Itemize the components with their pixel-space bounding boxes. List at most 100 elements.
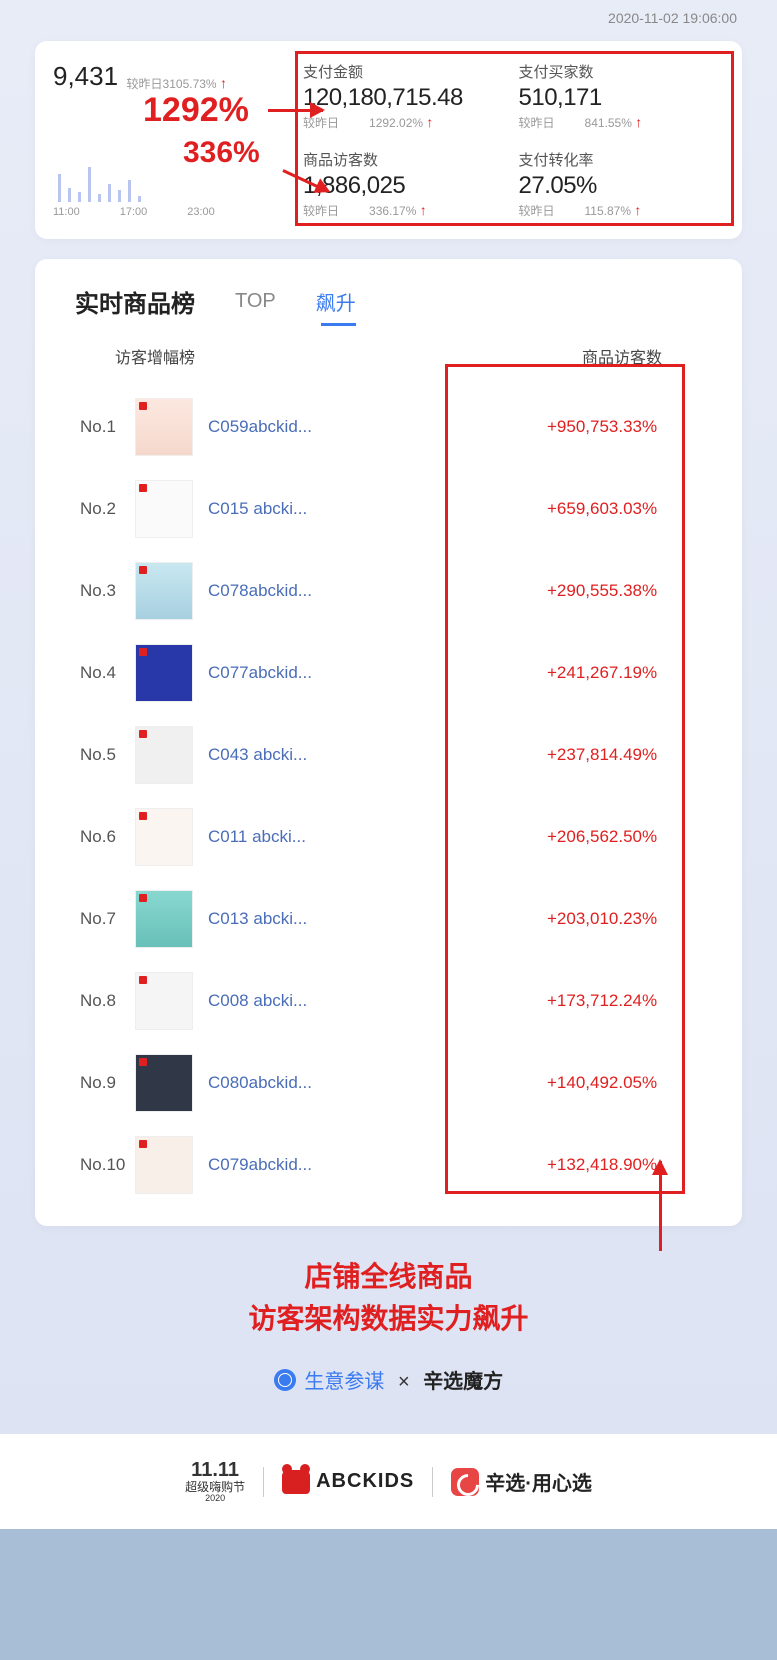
metric-value: 120,180,715.48 [303,84,509,112]
abckids-logo: ABCKIDS [282,1470,414,1494]
product-name: C011 abcki... [208,827,522,847]
metric-compare: 较昨日841.55% ↑ [519,114,725,131]
stats-card: 9,431 较昨日3105.73% ↑ 1292% 336% 11:0017:0… [35,41,742,239]
bar [128,180,131,202]
rank-percent: +203,010.23% [522,909,722,929]
callout-336: 336% [183,136,260,170]
bottom-callout: 店铺全线商品 访客架构数据实力飙升 [35,1256,742,1340]
ranking-list: No.1C059abckid...+950,753.33%No.2C015 ab… [55,386,722,1206]
xin-icon [451,1468,479,1496]
product-thumb [135,644,193,702]
callout-1292: 1292% [143,91,249,130]
product-thumb [135,890,193,948]
timestamp: 2020-11-02 19:06:00 [35,0,742,41]
bar [98,194,101,202]
metric-label: 支付买家数 [519,61,725,82]
bar [58,174,61,202]
product-thumb [135,1136,193,1194]
rank-row[interactable]: No.7C013 abcki...+203,010.23% [55,878,722,960]
rank-number: No.5 [55,745,135,765]
product-thumb [135,562,193,620]
product-thumb [135,480,193,538]
product-thumb [135,726,193,784]
col-header-left: 访客增幅榜 [115,344,195,368]
rank-row[interactable]: No.4 C077abckid...+241,267.19% [55,632,722,714]
dashboard-container: 2020-11-02 19:06:00 9,431 较昨日3105.73% ↑ … [0,0,777,1434]
footer-brand-1: 生意参谋 [304,1371,384,1393]
metric-label: 支付转化率 [519,149,725,170]
xinxuan-logo: 辛选·用心选 [451,1467,592,1496]
product-thumb [135,808,193,866]
rank-percent: +140,492.05% [522,1073,722,1093]
rank-number: No.4 [55,663,135,683]
ranking-card: 实时商品榜 TOP 飙升 访客增幅榜 商品访客数 No.1 C059abckid.… [35,259,742,1226]
left-stat-block: 9,431 较昨日3105.73% ↑ 1292% 336% 11:0017:0… [53,61,303,219]
product-thumb [135,972,193,1030]
footer-brand-2: 辛选魔方 [423,1371,503,1393]
rank-percent: +237,814.49% [522,745,722,765]
tab-top[interactable]: TOP [235,290,276,313]
metric-compare: 较昨日115.87% ↑ [519,202,725,219]
product-name: C079abckid... [208,1155,522,1175]
metrics-grid: 支付金额120,180,715.48较昨日1292.02% ↑支付买家数510,… [303,61,724,219]
rank-row[interactable]: No.8 C008 abcki...+173,712.24% [55,960,722,1042]
tabs: 实时商品榜 TOP 飙升 [55,284,722,319]
tab-rise[interactable]: 飙升 [316,287,356,316]
bar [68,188,71,202]
rank-percent: +241,267.19% [522,663,722,683]
up-arrow-icon: ↑ [220,75,227,91]
metric-label: 商品访客数 [303,149,509,170]
bar [118,190,121,202]
metric: 支付金额120,180,715.48较昨日1292.02% ↑ [303,61,509,131]
bear-icon [282,1470,310,1494]
tab-title: 实时商品榜 [75,284,195,319]
rank-percent: +659,603.03% [522,499,722,519]
rank-percent: +206,562.50% [522,827,722,847]
product-name: C008 abcki... [208,991,522,1011]
product-name: C078abckid... [208,581,522,601]
footer-x: × [398,1371,410,1393]
metric-value: 27.05% [519,172,725,200]
rank-row[interactable]: No.5C043 abcki...+237,814.49% [55,714,722,796]
metric: 支付买家数510,171 较昨日841.55% ↑ [519,61,725,131]
rank-number: No.3 [55,581,135,601]
rank-number: No.2 [55,499,135,519]
footer-brands: 生意参谋 × 辛选魔方 [35,1365,742,1394]
rank-number: No.10 [55,1155,135,1175]
rank-number: No.7 [55,909,135,929]
rank-row[interactable]: No.10 C079abckid...+132,418.90% [55,1124,722,1206]
rank-percent: +290,555.38% [522,581,722,601]
metric-value: 510,171 [519,84,725,112]
metric-value: 1,886,025 [303,172,509,200]
compass-icon [274,1369,296,1391]
rank-percent: +173,712.24% [522,991,722,1011]
rank-number: No.6 [55,827,135,847]
product-thumb [135,398,193,456]
bar [108,184,111,202]
bar [88,167,91,202]
rank-number: No.9 [55,1073,135,1093]
product-name: C077abckid... [208,663,522,683]
rank-row[interactable]: No.1C059abckid...+950,753.33% [55,386,722,468]
product-thumb [135,1054,193,1112]
product-name: C080abckid... [208,1073,522,1093]
product-name: C059abckid... [208,417,522,437]
bar [78,192,81,202]
divider [263,1467,264,1497]
product-name: C015 abcki... [208,499,522,519]
column-headers: 访客增幅榜 商品访客数 [55,344,722,368]
col-header-right: 商品访客数 [582,344,662,368]
arrow-icon-1 [268,109,323,112]
metric-compare: 较昨日336.17% ↑ [303,202,509,219]
divider [432,1467,433,1497]
rank-number: No.1 [55,417,135,437]
bar [138,196,141,202]
rank-row[interactable]: No.6 C011 abcki...+206,562.50% [55,796,722,878]
rank-percent: +132,418.90% [522,1155,722,1175]
arrow-up-icon [659,1161,662,1251]
headline-compare: 较昨日3105.73% ↑ [127,75,227,92]
rank-row[interactable]: No.2 C015 abcki...+659,603.03% [55,468,722,550]
rank-row[interactable]: No.3 C078abckid...+290,555.38% [55,550,722,632]
rank-row[interactable]: No.9 C080abckid...+140,492.05% [55,1042,722,1124]
rank-number: No.8 [55,991,135,1011]
